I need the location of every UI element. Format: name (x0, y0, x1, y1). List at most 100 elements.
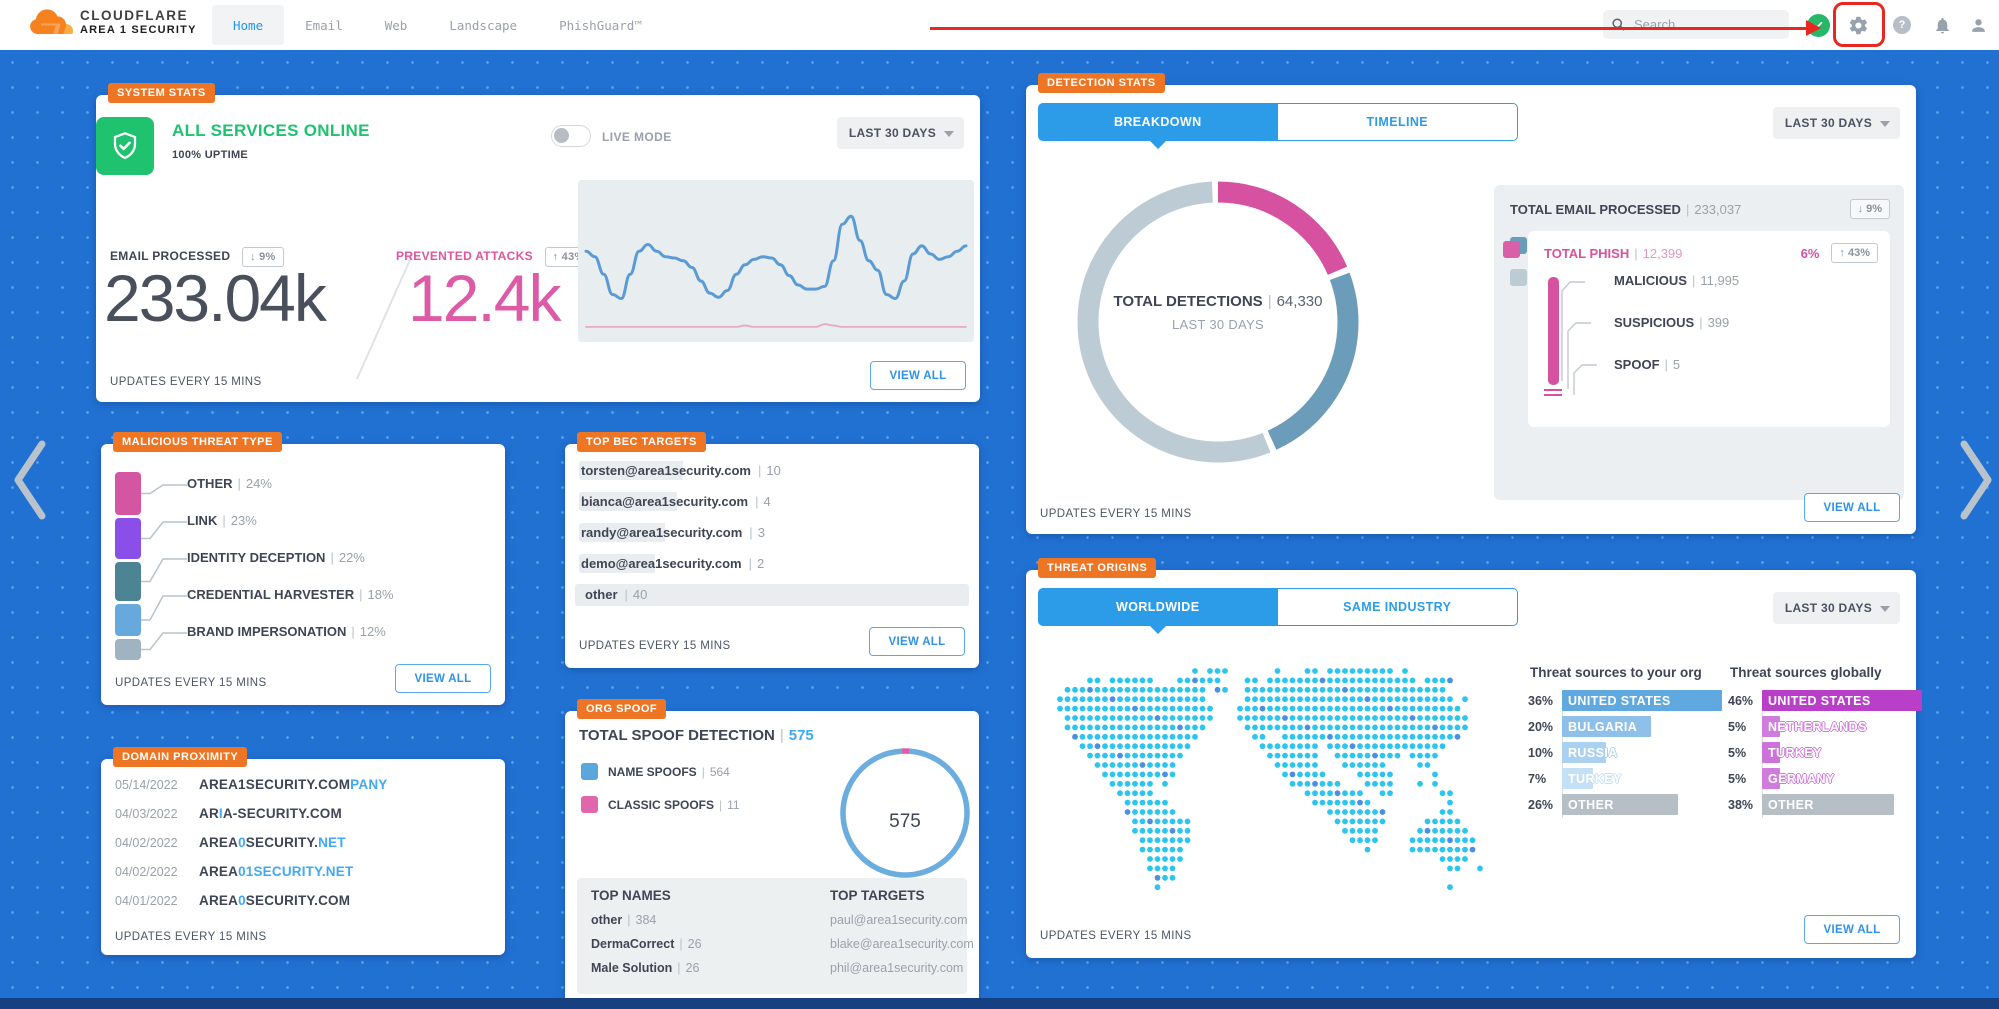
detection-stats-card: DETECTION STATS BREAKDOWN TIMELINE LAST … (1026, 73, 1916, 534)
detection-stats-tag: DETECTION STATS (1038, 73, 1165, 93)
org-spoof-card: ORG SPOOF TOTAL SPOOF DETECTION | 575 NAME… (565, 699, 979, 1003)
threat-type-segment (115, 472, 141, 515)
domain-row: 04/01/2022 AREA0SECURITY.COM (115, 893, 351, 908)
top-name-row: Male Solution | 26 (591, 961, 700, 975)
settings-gear-icon[interactable] (1846, 13, 1870, 37)
top-name-row: DermaCorrect | 26 (591, 937, 702, 951)
threat-bar-row: 26% OTHER (1528, 794, 1758, 815)
annotation-highlight-box (1833, 2, 1885, 47)
threat-origins-tag: THREAT ORIGINS (1038, 558, 1157, 578)
malicious-threat-type-tag: MALICIOUS THREAT TYPE (113, 432, 282, 452)
next-page-chevron[interactable] (1958, 438, 1998, 522)
bec-row: other | 40 (575, 584, 969, 606)
threat-origins-view-all-button[interactable]: VIEW ALL (1804, 915, 1900, 944)
threat-origins-range-dropdown[interactable]: LAST 30 DAYS (1772, 592, 1900, 624)
detections-donut-chart (1077, 181, 1359, 463)
org-spoof-legend-item: NAME SPOOFS | 564 (581, 763, 730, 780)
threat-bar-row: 5% NETHERLANDS (1728, 716, 1958, 737)
threat-bar-row: 5% TURKEY (1728, 742, 1958, 763)
cloudflare-logo-icon (28, 7, 74, 48)
brand-wordmark: CLOUDFLARE AREA 1 SECURITY (80, 8, 197, 36)
threat-type-connectors (141, 484, 187, 651)
malicious-threat-updates-text: UPDATES EVERY 15 MINS (115, 677, 267, 689)
total-phish-subcard: TOTAL PHISH | 12,399 6% ↑ 43% MALICIOUS | 1… (1528, 231, 1890, 427)
threat-type-legend-item: OTHER | 24% (187, 476, 272, 491)
nav-item-home[interactable]: Home (212, 5, 285, 45)
org-spoof-donut-chart (840, 748, 970, 878)
top-target-row: blake@area1security.com (830, 937, 974, 951)
threat-type-legend-item: LINK | 23% (187, 513, 257, 528)
top-target-row: paul@area1security.com (830, 913, 968, 927)
tab-same-industry[interactable]: SAME INDUSTRY (1277, 588, 1518, 626)
email-processed-delta-badge: ↓ 9% (241, 247, 284, 267)
nav-item-phishguard[interactable]: PhishGuard™ (559, 17, 642, 33)
bec-row: torsten@area1security.com | 10 (579, 461, 781, 480)
threat-origins-card: THREAT ORIGINS WORLDWIDE SAME INDUSTRY L… (1026, 558, 1922, 958)
top-targets-title: TOP TARGETS (830, 888, 925, 903)
threat-bar-row: 38% OTHER (1728, 794, 1958, 815)
help-icon[interactable]: ? (1890, 13, 1914, 37)
search-input[interactable] (1632, 16, 1776, 33)
notifications-bell-icon[interactable] (1930, 13, 1954, 37)
threat-bar-row: 46% UNITED STATES (1728, 690, 1958, 711)
shield-check-icon (96, 117, 154, 175)
org-spoof-detail-panel: TOP NAMES TOP TARGETS other | 384 DermaCorr… (577, 878, 974, 994)
system-stats-card: SYSTEM STATS ALL SERVICES ONLINE 100% UP… (96, 83, 980, 402)
threat-bar-row: 10% RUSSIA (1528, 742, 1758, 763)
email-processed-value: 233.04k (104, 261, 327, 335)
threat-bar-row: 36% UNITED STATES (1528, 690, 1758, 711)
prevented-attacks-label: PREVENTED ATTACKS ↑ 43% (396, 247, 593, 267)
system-stats-range-dropdown[interactable]: LAST 30 DAYS (836, 117, 964, 149)
brand-line1: CLOUDFLARE (80, 8, 188, 23)
detection-breakdown-panel: TOTAL EMAIL PROCESSED | 233,037 ↓ 9% TOTA… (1494, 185, 1904, 500)
malicious-threat-type-card: MALICIOUS THREAT TYPE OTHER | 24% LINK | 23% I… (101, 432, 505, 705)
threat-type-legend-item: CREDENTIAL HARVESTER | 18% (187, 587, 394, 602)
nav-item-email[interactable]: Email (305, 17, 343, 33)
search-box[interactable] (1603, 10, 1789, 39)
detection-range-dropdown[interactable]: LAST 30 DAYS (1772, 107, 1900, 139)
threat-bar-row: 5% GERMANY (1728, 768, 1958, 789)
nav-item-landscape[interactable]: Landscape (449, 17, 518, 33)
domain-proximity-card: DOMAIN PROXIMITY 05/14/2022 AREA1SECURITY… (101, 747, 505, 955)
bottom-edge-strip (0, 998, 1999, 1009)
top-target-row: phil@area1security.com (830, 961, 964, 975)
threat-bar-row: 20% BULGARIA (1528, 716, 1758, 737)
org-sources-title: Threat sources to your org (1530, 665, 1702, 680)
domain-row: 04/02/2022 AREA01SECURITY.NET (115, 864, 354, 879)
tab-breakdown[interactable]: BREAKDOWN (1038, 103, 1278, 149)
org-spoof-tag: ORG SPOOF (577, 699, 667, 719)
spoof-sub-row: SPOOF | 5 (1614, 357, 1681, 372)
bec-row: demo@area1security.com | 2 (579, 554, 765, 573)
live-mode-toggle[interactable] (551, 125, 591, 147)
bec-view-all-button[interactable]: VIEW ALL (869, 627, 965, 656)
live-mode-label: LIVE MODE (602, 130, 672, 144)
tab-timeline[interactable]: TIMELINE (1277, 103, 1518, 141)
annotation-arrow-line (930, 27, 1808, 30)
phish-delta-badge: ↑ 43% (1831, 243, 1878, 263)
malicious-sub-row: MALICIOUS | 11,995 (1614, 273, 1740, 288)
system-stats-view-all-button[interactable]: VIEW ALL (870, 361, 966, 390)
system-stats-updates-text: UPDATES EVERY 15 MINS (110, 376, 262, 388)
brand-line2: AREA 1 SECURITY (80, 23, 197, 36)
previous-page-chevron[interactable] (8, 438, 52, 522)
malicious-threat-view-all-button[interactable]: VIEW ALL (395, 664, 491, 693)
bulk-legend-swatch (1510, 268, 1527, 286)
domain-proximity-tag: DOMAIN PROXIMITY (113, 747, 248, 767)
threat-type-legend-item: BRAND IMPERSONATION | 12% (187, 624, 386, 639)
bec-row: bianca@area1security.com | 4 (579, 492, 771, 511)
top-names-title: TOP NAMES (591, 888, 671, 903)
threat-bar-row: 7% TURKEY (1528, 768, 1758, 789)
account-avatar-icon[interactable] (1966, 13, 1990, 37)
threat-type-segment (115, 604, 141, 636)
threat-origins-updates-text: UPDATES EVERY 15 MINS (1040, 930, 1192, 942)
phish-bar-marks (1544, 389, 1562, 399)
diagonal-divider (356, 252, 414, 380)
detections-donut-center: TOTAL DETECTIONS | 64,330 LAST 30 DAYS (1113, 293, 1323, 332)
detection-view-all-button[interactable]: VIEW ALL (1804, 493, 1900, 522)
tab-worldwide[interactable]: WORLDWIDE (1038, 588, 1278, 634)
nav-item-web[interactable]: Web (384, 17, 408, 33)
total-spoof-detection-title: TOTAL SPOOF DETECTION | 575 (579, 727, 814, 744)
threat-type-segment (115, 639, 141, 660)
phish-sub-connectors (1561, 281, 1597, 395)
